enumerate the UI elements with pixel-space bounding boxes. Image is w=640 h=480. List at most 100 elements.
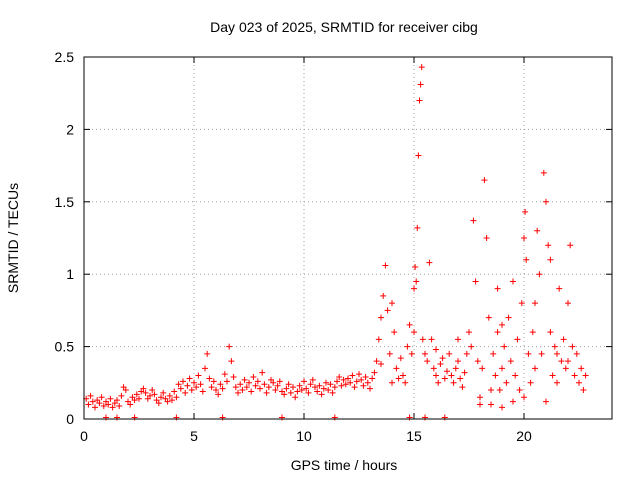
data-point xyxy=(314,388,321,395)
data-point xyxy=(547,256,554,263)
data-point xyxy=(221,371,228,378)
data-point xyxy=(272,387,279,394)
data-point xyxy=(338,382,345,389)
data-point xyxy=(184,382,191,389)
data-point xyxy=(426,259,433,266)
data-point xyxy=(331,414,338,421)
y-tick-label: 2.5 xyxy=(55,49,75,65)
data-point xyxy=(100,402,107,409)
y-tick-label: 1.5 xyxy=(55,194,75,210)
data-point xyxy=(382,262,389,269)
data-point xyxy=(250,374,257,381)
data-point xyxy=(279,414,285,421)
data-point xyxy=(263,389,270,396)
data-point xyxy=(466,329,472,336)
data-point xyxy=(142,389,149,396)
data-point xyxy=(177,385,184,392)
data-point xyxy=(351,384,358,391)
data-point xyxy=(558,358,565,365)
data-point xyxy=(437,360,444,367)
data-point xyxy=(532,300,538,307)
data-point xyxy=(457,375,464,382)
data-point xyxy=(149,387,156,394)
y-tick-label: 0 xyxy=(66,411,74,427)
data-point xyxy=(230,374,237,381)
x-tick-label: 15 xyxy=(406,428,422,444)
data-point xyxy=(347,379,354,386)
data-point xyxy=(285,381,292,388)
y-tick-label: 2 xyxy=(66,121,74,137)
data-point xyxy=(547,329,554,336)
data-point xyxy=(477,394,483,401)
data-point xyxy=(565,300,571,307)
data-point xyxy=(560,336,567,343)
data-point xyxy=(521,235,527,241)
data-point xyxy=(114,414,120,421)
data-point xyxy=(477,401,483,408)
data-point xyxy=(411,329,417,336)
data-point xyxy=(418,64,425,71)
data-point xyxy=(576,379,582,386)
data-point xyxy=(378,314,384,321)
data-point xyxy=(439,355,446,362)
data-point xyxy=(582,372,589,379)
data-point xyxy=(89,398,96,405)
data-point xyxy=(496,387,503,394)
data-point xyxy=(549,372,556,379)
data-point xyxy=(276,378,283,385)
data-point xyxy=(411,285,417,292)
data-point xyxy=(395,375,402,382)
data-point xyxy=(188,387,195,394)
data-point xyxy=(375,336,382,343)
data-point xyxy=(446,350,453,357)
data-point xyxy=(444,368,450,375)
data-point xyxy=(164,398,171,405)
data-point xyxy=(367,385,373,392)
data-point xyxy=(140,385,147,392)
data-point xyxy=(136,395,142,402)
data-point xyxy=(109,404,116,411)
data-point xyxy=(578,365,585,372)
data-point xyxy=(252,382,259,389)
data-point xyxy=(358,376,365,383)
data-point xyxy=(292,394,299,401)
data-point xyxy=(312,384,318,391)
data-point xyxy=(380,292,387,299)
data-point xyxy=(470,217,477,224)
data-point xyxy=(131,397,138,404)
data-point xyxy=(281,391,288,398)
data-point xyxy=(483,235,490,241)
data-point xyxy=(543,398,549,405)
data-point xyxy=(166,392,173,399)
data-point xyxy=(226,343,233,350)
data-point xyxy=(239,387,246,394)
data-point xyxy=(369,375,376,382)
data-point xyxy=(532,365,538,372)
data-point xyxy=(199,388,206,395)
data-point xyxy=(554,379,560,386)
data-point xyxy=(114,397,120,404)
data-point xyxy=(393,365,400,372)
data-point xyxy=(384,307,391,314)
data-point xyxy=(510,398,516,405)
data-point xyxy=(246,379,252,386)
data-point xyxy=(213,387,219,394)
data-point xyxy=(485,314,492,321)
chart-title: Day 023 of 2025, SRMTID for receiver cib… xyxy=(210,19,478,35)
axis-ticks: 0 5 10 15 20 0 0.5 1 1.5 2 2.5 xyxy=(55,49,612,444)
data-point xyxy=(414,224,421,231)
data-point xyxy=(224,378,230,385)
data-point xyxy=(499,404,505,411)
data-point xyxy=(461,369,468,376)
data-point xyxy=(197,381,204,388)
data-point xyxy=(416,97,423,104)
data-point xyxy=(406,321,413,328)
data-point xyxy=(501,343,508,350)
data-point xyxy=(441,375,448,382)
data-point xyxy=(309,376,316,383)
data-point xyxy=(538,350,545,357)
data-point xyxy=(103,414,109,421)
data-point xyxy=(371,369,378,376)
data-point xyxy=(215,391,222,398)
data-point xyxy=(536,271,543,278)
